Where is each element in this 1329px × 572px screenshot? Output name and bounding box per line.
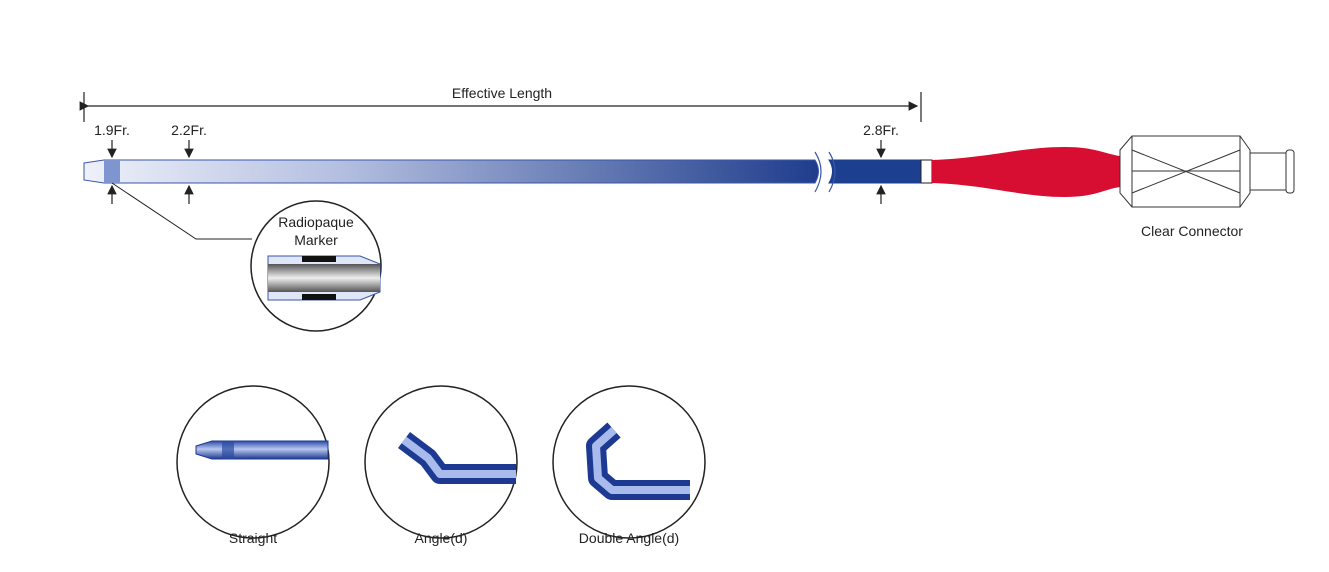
catheter (83, 135, 1295, 208)
callout-label: Radiopaque (278, 214, 354, 230)
tip-label: Angle(d) (415, 530, 468, 546)
size-label: 2.2Fr. (171, 122, 207, 138)
size-label: 1.9Fr. (94, 122, 130, 138)
dimension (79, 92, 922, 122)
size-label: 2.8Fr. (863, 122, 899, 138)
size-arrows (107, 140, 886, 204)
tip-shapes (176, 385, 706, 539)
tip-label: Double Angle(d) (579, 530, 679, 546)
callout-label: Marker (294, 232, 338, 248)
tip-label: Straight (229, 530, 277, 546)
connector-label: Clear Connector (1141, 223, 1243, 239)
marker-detail (267, 255, 381, 301)
leader-line (111, 182, 252, 240)
dimension-label: Effective Length (452, 85, 552, 101)
